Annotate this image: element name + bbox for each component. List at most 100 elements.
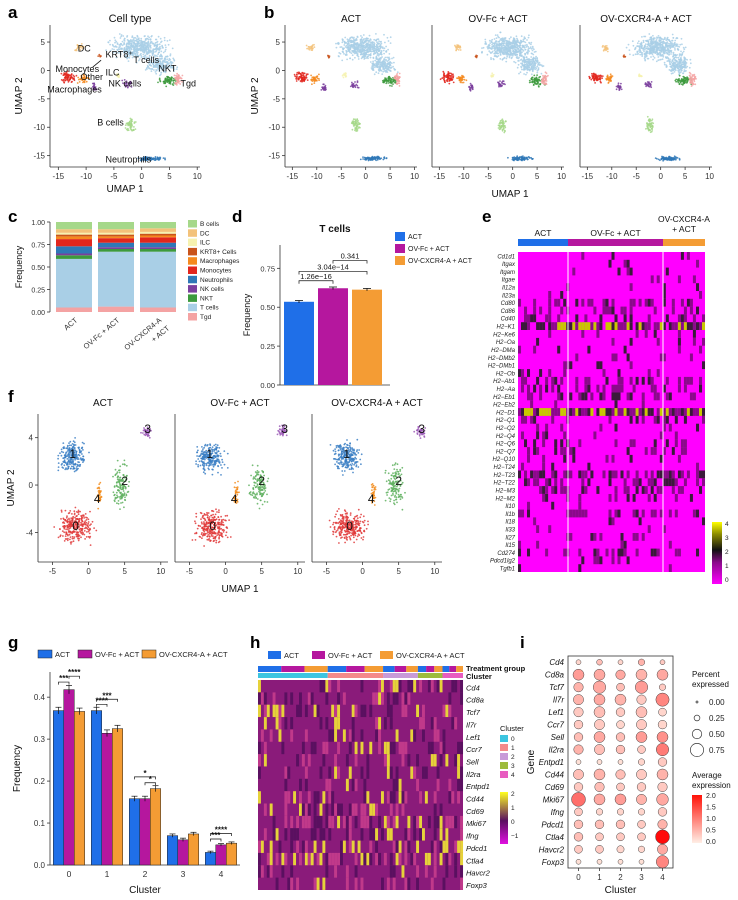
umap-point [63,72,65,74]
umap-point [372,57,375,60]
umap-point [107,41,110,43]
umap-point [525,51,528,54]
x-tick-label: 10 [410,172,419,181]
umap-point [446,73,449,76]
umap-point [123,40,126,42]
umap-point [125,48,128,51]
umap-point [659,53,662,55]
umap-point [351,54,354,57]
umap-point [510,47,513,49]
umap-point [158,43,161,46]
umap-point [153,69,155,71]
umap-point [174,76,177,79]
umap-point [153,44,156,47]
umap-point [118,46,120,49]
umap-point [130,126,133,128]
umap-point [356,118,358,121]
legend-swatch [188,275,197,284]
umap-point [443,76,445,78]
umap-point [454,45,457,48]
umap-point [460,78,463,81]
heatmap-cell [656,275,660,284]
umap-point [70,73,73,75]
umap-point [677,78,680,80]
umap-point [351,81,353,84]
legend-label: ACT [408,234,423,241]
x-tick-label: OV-Fc + ACT [81,315,121,351]
umap-point [497,49,499,52]
umap-point [386,71,389,73]
umap-point [388,69,391,72]
umap-point [313,46,316,48]
umap-point [377,60,380,62]
umap-point [299,72,302,75]
umap-point [173,70,175,72]
cell-type-label: Macrophages [47,85,102,95]
umap-point [499,58,502,60]
umap-point [531,61,534,64]
umap-point [674,49,676,51]
umap-point [379,43,382,46]
umap-point [121,40,124,43]
umap-point [490,57,492,59]
umap-point [364,57,366,60]
umap-point [387,48,389,51]
umap-point [519,46,522,49]
umap-point [646,123,649,125]
umap-point [526,156,528,159]
umap-point [129,42,132,45]
umap-point [157,53,160,56]
umap-point [63,81,66,84]
umap-point [523,156,526,159]
umap-point [83,77,85,80]
stacked-segment [98,306,134,312]
umap-point [133,47,136,50]
umap-point [159,80,162,83]
umap-point [129,117,132,120]
umap-point [143,56,146,59]
umap-point [60,79,63,81]
umap-point [64,73,67,76]
umap-point [672,68,675,71]
umap-point [641,53,643,56]
umap-point [364,37,367,40]
umap-point [603,48,606,51]
umap-point [128,83,131,86]
umap-point [390,67,392,69]
umap-point [459,76,462,79]
umap-point [672,55,674,58]
umap-point [538,79,541,82]
umap-point [651,47,653,49]
umap-point [164,48,167,51]
umap-point [138,42,141,45]
umap-point [386,68,388,71]
umap-point [620,88,623,91]
umap-point [360,35,362,37]
umap-point [356,128,359,131]
legend-swatch [395,232,405,241]
umap-point [129,120,131,123]
umap-point [668,53,670,56]
umap-point [371,157,373,160]
umap-point [367,156,370,159]
umap-point [673,155,676,158]
umap-point [494,34,497,36]
y-tick-label: 0.75 [31,243,45,250]
umap-point [140,56,143,59]
x-tick-label: -15 [53,172,65,181]
legend-label: OV-CXCR4-A + ACT [408,258,473,265]
umap-point [686,65,689,68]
umap-point [533,65,536,67]
umap-point [356,80,359,82]
umap-point [620,82,622,85]
umap-point [84,77,87,80]
umap-point [76,82,79,84]
umap-point [158,78,161,81]
stacked-segment [140,235,176,238]
umap-point [637,53,640,55]
umap-point [360,42,363,45]
umap-point [515,50,518,52]
umap-point [665,51,668,54]
umap-point [154,48,156,51]
umap-point [493,52,496,55]
